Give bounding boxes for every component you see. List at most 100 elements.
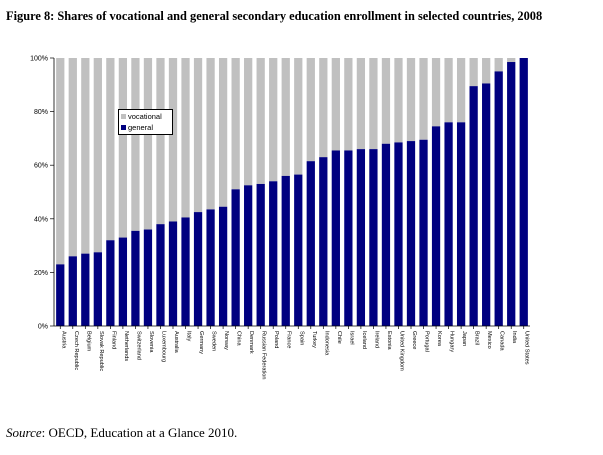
- bar-vocational: [206, 58, 215, 210]
- bar-general: [356, 149, 366, 326]
- bar-vocational: [319, 58, 328, 158]
- x-tick-label: China: [236, 331, 242, 347]
- y-tick-label: 20%: [34, 270, 48, 277]
- bar-general: [381, 143, 391, 326]
- x-tick-label: United States: [524, 331, 530, 365]
- y-tick-label: 60%: [34, 163, 48, 170]
- bar-vocational: [131, 58, 140, 231]
- bar-vocational: [494, 58, 503, 72]
- bar-general: [419, 139, 428, 326]
- bar-general: [494, 71, 503, 327]
- bar-general: [218, 206, 228, 326]
- x-tick-label: Israel: [348, 331, 354, 345]
- bar-vocational: [244, 58, 253, 186]
- x-tick-label: Turkey: [311, 331, 317, 348]
- bar-general: [106, 240, 115, 326]
- bar-vocational: [369, 58, 378, 150]
- chart-legend: vocational general: [118, 109, 173, 135]
- bar-general: [118, 237, 128, 326]
- bar-general: [181, 217, 190, 326]
- y-tick-label: 0%: [38, 324, 48, 331]
- bar-vocational: [294, 58, 303, 175]
- x-tick-label: United Kingdom: [398, 331, 404, 371]
- x-tick-label: Denmark: [248, 331, 254, 354]
- bar-general: [406, 141, 416, 326]
- bar-vocational: [156, 58, 165, 225]
- bar-general: [81, 253, 90, 326]
- bar-general: [244, 185, 253, 326]
- legend-item-vocational: vocational: [121, 111, 162, 121]
- x-tick-label: Spain: [298, 331, 304, 345]
- bar-general: [256, 183, 265, 326]
- bar-vocational: [193, 58, 203, 213]
- bar-vocational: [68, 58, 77, 257]
- bar-vocational: [181, 58, 190, 218]
- bar-general: [281, 175, 290, 326]
- x-tick-label: Poland: [273, 331, 279, 348]
- x-tick-label: Italy: [186, 331, 192, 341]
- bar-general: [93, 252, 102, 326]
- bar-general: [143, 229, 153, 326]
- x-tick-label: Belgium: [85, 331, 91, 352]
- x-tick-label: Portugal: [424, 331, 430, 352]
- bar-vocational: [482, 58, 491, 84]
- bar-general: [269, 181, 278, 326]
- bar-vocational: [394, 58, 403, 143]
- bar-vocational: [281, 58, 290, 176]
- x-tick-label: Canada: [499, 331, 505, 351]
- bar-general: [394, 142, 403, 326]
- x-tick-label: India: [511, 331, 517, 344]
- legend-swatch-general: [121, 124, 126, 130]
- x-tick-label: Germany: [198, 331, 204, 354]
- y-tick-label: 100%: [30, 56, 48, 63]
- bar-general: [131, 230, 140, 326]
- legend-label-general: general: [128, 122, 154, 132]
- bar-general: [156, 224, 165, 326]
- x-tick-label: Norway: [223, 331, 229, 350]
- figure-title: Figure 8: Shares of vocational and gener…: [6, 9, 543, 23]
- y-tick-label: 40%: [34, 216, 48, 223]
- bar-general: [331, 150, 340, 326]
- x-tick-label: Japan: [461, 331, 467, 346]
- bar-general: [469, 86, 478, 326]
- x-tick-label: Slovak Republic: [98, 331, 104, 371]
- bar-general: [319, 157, 328, 326]
- x-tick-label: Austria: [60, 331, 66, 349]
- bar-general: [431, 126, 441, 326]
- x-tick-label: Chile: [336, 331, 342, 344]
- bar-vocational: [143, 58, 153, 230]
- x-tick-label: Greece: [411, 331, 417, 349]
- bar-vocational: [381, 58, 391, 144]
- bar-general: [68, 256, 77, 326]
- x-tick-label: Indonesia: [323, 331, 329, 356]
- bar-general: [369, 149, 378, 326]
- source-text: : OECD, Education at a Glance 2010.: [41, 425, 238, 440]
- x-tick-label: Russian Federation: [261, 331, 267, 380]
- x-tick-label: Sweden: [211, 331, 217, 351]
- bar-vocational: [406, 58, 416, 142]
- bar-general: [56, 264, 65, 326]
- bar-general: [507, 62, 516, 327]
- source-note: Source: OECD, Education at a Glance 2010…: [6, 425, 237, 441]
- bar-general: [168, 221, 178, 326]
- bar-vocational: [419, 58, 428, 140]
- x-tick-label: Finland: [110, 331, 116, 349]
- bar-vocational: [218, 58, 228, 207]
- bar-vocational: [469, 58, 478, 87]
- x-tick-label: Ireland: [373, 331, 379, 348]
- bar-vocational: [356, 58, 366, 150]
- legend-label-vocational: vocational: [128, 111, 162, 121]
- bar-vocational: [256, 58, 265, 184]
- bar-vocational: [81, 58, 90, 254]
- legend-swatch-vocational: [121, 113, 126, 119]
- legend-item-general: general: [121, 122, 153, 132]
- x-tick-label: Estonia: [386, 331, 392, 351]
- bar-general: [456, 122, 466, 326]
- x-tick-label: Mexico: [486, 331, 492, 349]
- bar-vocational: [507, 58, 516, 63]
- x-tick-label: Brazil: [474, 331, 480, 345]
- bar-vocational: [118, 58, 128, 238]
- bar-general: [344, 150, 353, 326]
- source-label: Source: [6, 425, 42, 440]
